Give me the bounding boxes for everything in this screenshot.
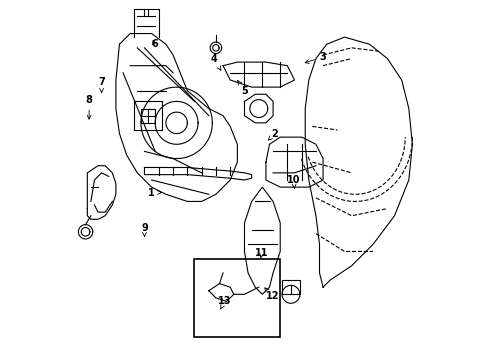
Text: 9: 9 [141, 223, 147, 237]
Text: 1: 1 [148, 188, 161, 198]
Text: 6: 6 [151, 39, 158, 49]
Text: 4: 4 [210, 54, 221, 70]
Text: 13: 13 [218, 296, 231, 309]
Text: 7: 7 [98, 77, 105, 93]
Text: 8: 8 [85, 95, 92, 119]
Text: 2: 2 [268, 129, 278, 140]
Text: 11: 11 [254, 248, 268, 258]
Text: 5: 5 [237, 81, 247, 96]
Text: 10: 10 [286, 175, 300, 188]
Text: 3: 3 [305, 52, 326, 63]
Text: 12: 12 [264, 288, 279, 301]
